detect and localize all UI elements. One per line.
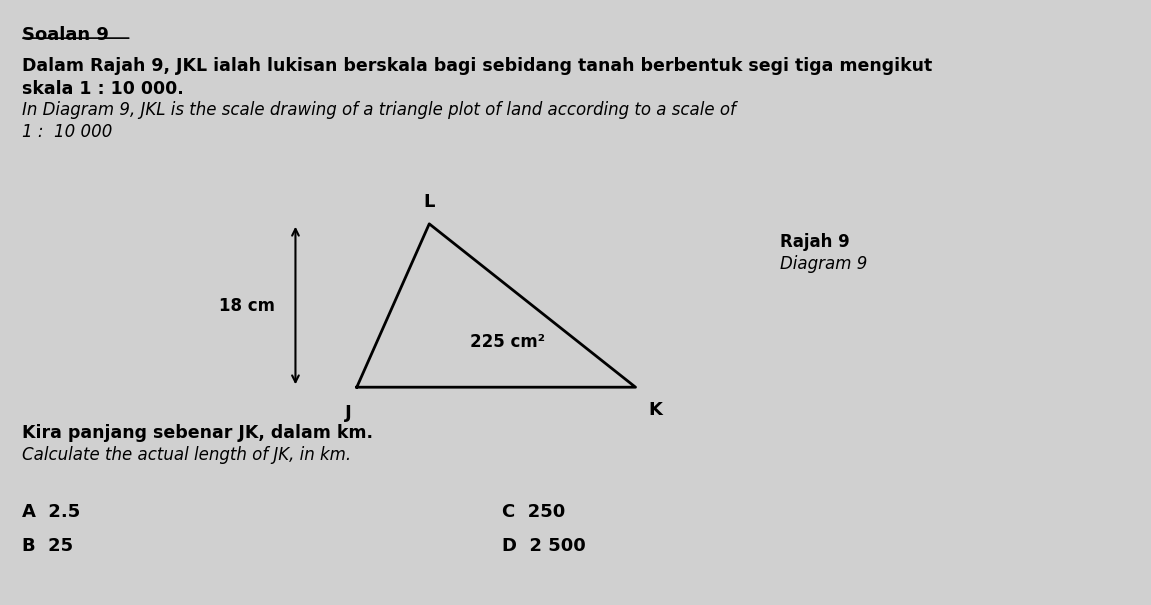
Text: A  2.5: A 2.5 bbox=[22, 503, 81, 522]
Text: 18 cm: 18 cm bbox=[220, 296, 275, 315]
Text: 225 cm²: 225 cm² bbox=[470, 333, 544, 351]
Text: B  25: B 25 bbox=[22, 537, 74, 555]
Text: D  2 500: D 2 500 bbox=[502, 537, 586, 555]
Text: L: L bbox=[424, 192, 435, 211]
Text: skala 1 : 10 000.: skala 1 : 10 000. bbox=[22, 80, 184, 98]
Text: J: J bbox=[344, 404, 351, 422]
Text: Soalan 9: Soalan 9 bbox=[22, 26, 109, 44]
Text: K: K bbox=[649, 401, 663, 419]
Text: Diagram 9: Diagram 9 bbox=[780, 255, 868, 273]
Text: Calculate the actual length of JK, in km.: Calculate the actual length of JK, in km… bbox=[22, 446, 351, 465]
Text: Kira panjang sebenar JK, dalam km.: Kira panjang sebenar JK, dalam km. bbox=[22, 424, 373, 442]
Text: Dalam Rajah 9, JKL ialah lukisan berskala bagi sebidang tanah berbentuk segi tig: Dalam Rajah 9, JKL ialah lukisan berskal… bbox=[22, 57, 932, 76]
Text: Rajah 9: Rajah 9 bbox=[780, 233, 851, 251]
Text: In Diagram 9, JKL is the scale drawing of a triangle plot of land according to a: In Diagram 9, JKL is the scale drawing o… bbox=[22, 101, 737, 119]
Text: C  250: C 250 bbox=[502, 503, 565, 522]
Text: 1 :  10 000: 1 : 10 000 bbox=[22, 123, 113, 142]
